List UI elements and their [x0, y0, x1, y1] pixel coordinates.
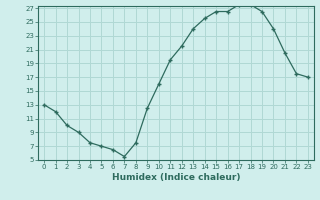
X-axis label: Humidex (Indice chaleur): Humidex (Indice chaleur)	[112, 173, 240, 182]
